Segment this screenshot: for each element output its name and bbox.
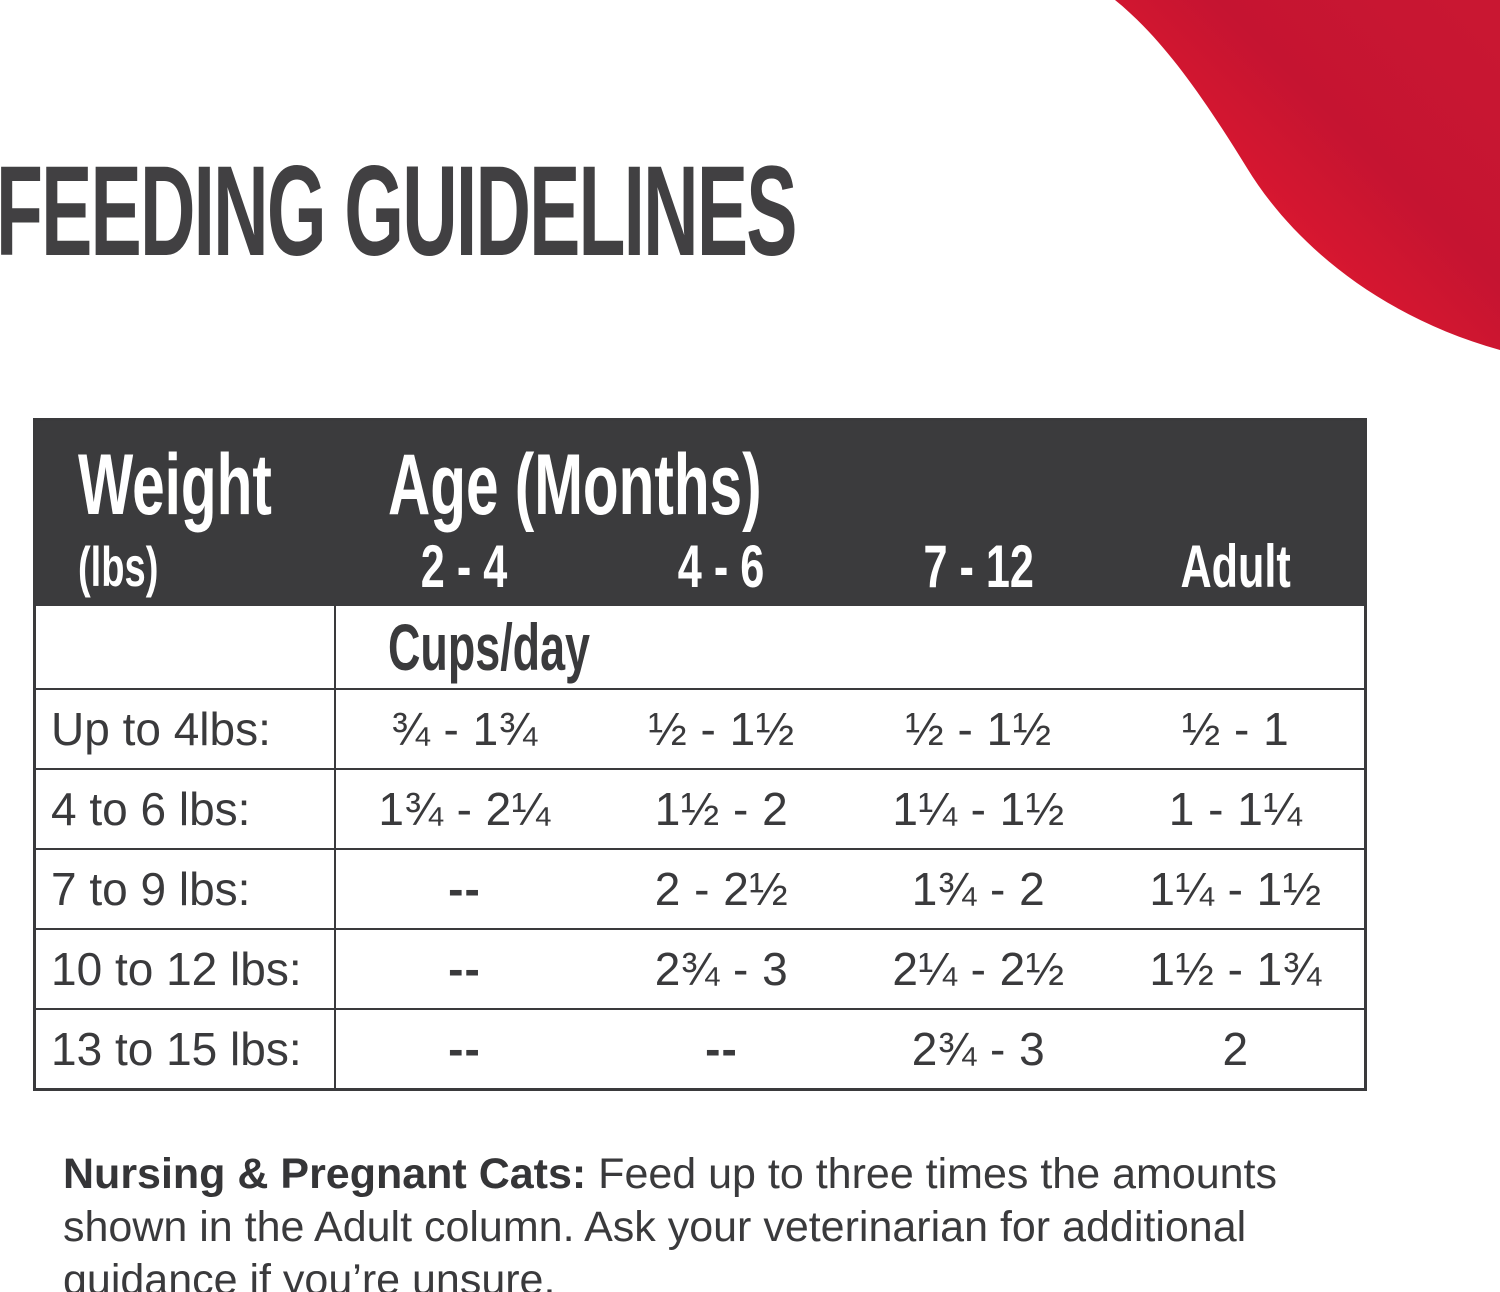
weight-cell: 7 to 9 lbs: <box>36 850 336 928</box>
value-cell: ½ - 1½ <box>648 703 795 755</box>
weight-cell: 10 to 12 lbs: <box>36 930 336 1008</box>
age-column-adult: Adult <box>1180 533 1291 600</box>
age-column-4-6: 4 - 6 <box>678 533 765 600</box>
value-cell: 1¼ - 1½ <box>1149 863 1322 915</box>
table-row: 10 to 12 lbs: -- 2¾ - 3 2¼ - 2½ 1½ - 1¾ <box>36 928 1364 1008</box>
weight-cell: 4 to 6 lbs: <box>36 770 336 848</box>
value-cell: ¾ - 1¾ <box>391 703 538 755</box>
value-cell: 1¾ - 2 <box>911 863 1046 915</box>
value-cell: 2¾ - 3 <box>911 1023 1046 1075</box>
value-cell: -- <box>448 863 481 915</box>
table-row: 4 to 6 lbs: 1¾ - 2¼ 1½ - 2 1¼ - 1½ 1 - 1… <box>36 768 1364 848</box>
weight-column-header: Weight <box>78 437 272 534</box>
weight-cell: 13 to 15 lbs: <box>36 1010 336 1088</box>
page-title: FEEDING GUIDELINES <box>0 148 1329 276</box>
value-cell: ½ - 1 <box>1181 703 1290 755</box>
note-lead-in: Nursing & Pregnant Cats: <box>63 1150 587 1198</box>
value-cell: -- <box>705 1023 738 1075</box>
value-cell: 2 <box>1222 1023 1249 1075</box>
age-months-header: Age (Months) <box>388 437 762 534</box>
cups-per-day-label: Cups/day <box>388 610 591 684</box>
units-row: Cups/day <box>36 606 1364 688</box>
table-row: Up to 4lbs: ¾ - 1¾ ½ - 1½ ½ - 1½ ½ - 1 <box>36 688 1364 768</box>
table-row: 13 to 15 lbs: -- -- 2¾ - 3 2 <box>36 1008 1364 1088</box>
feeding-table: Weight Age (Months) (lbs) 2 - 4 4 - 6 7 … <box>33 418 1367 1091</box>
age-column-2-4: 2 - 4 <box>421 533 508 600</box>
value-cell: 1½ - 2 <box>654 783 789 835</box>
value-cell: 1¾ - 2¼ <box>378 783 551 835</box>
note-body-text: Feed up to three times the amounts shown… <box>63 1150 1278 1292</box>
nursing-pregnant-note: Nursing & Pregnant Cats: Feed up to thre… <box>63 1148 1363 1292</box>
page-title-text: FEEDING GUIDELINES <box>0 140 797 283</box>
value-cell: 2 - 2½ <box>654 863 789 915</box>
value-cell: 1½ - 1¾ <box>1149 943 1322 995</box>
value-cell: 1 - 1¼ <box>1168 783 1303 835</box>
value-cell: -- <box>448 1023 481 1075</box>
value-cell: -- <box>448 943 481 995</box>
value-cell: ½ - 1½ <box>905 703 1052 755</box>
value-cell: 2¼ - 2½ <box>892 943 1065 995</box>
age-column-7-12: 7 - 12 <box>923 533 1034 600</box>
weight-cell: Up to 4lbs: <box>36 690 336 768</box>
value-cell: 2¾ - 3 <box>654 943 789 995</box>
value-cell: 1¼ - 1½ <box>892 783 1065 835</box>
red-swoosh-decoration <box>1115 0 1500 350</box>
units-row-empty-cell <box>36 606 336 688</box>
table-header: Weight Age (Months) (lbs) 2 - 4 4 - 6 7 … <box>36 421 1364 606</box>
table-row: 7 to 9 lbs: -- 2 - 2½ 1¾ - 2 1¼ - 1½ <box>36 848 1364 928</box>
weight-unit-label: (lbs) <box>78 535 159 598</box>
